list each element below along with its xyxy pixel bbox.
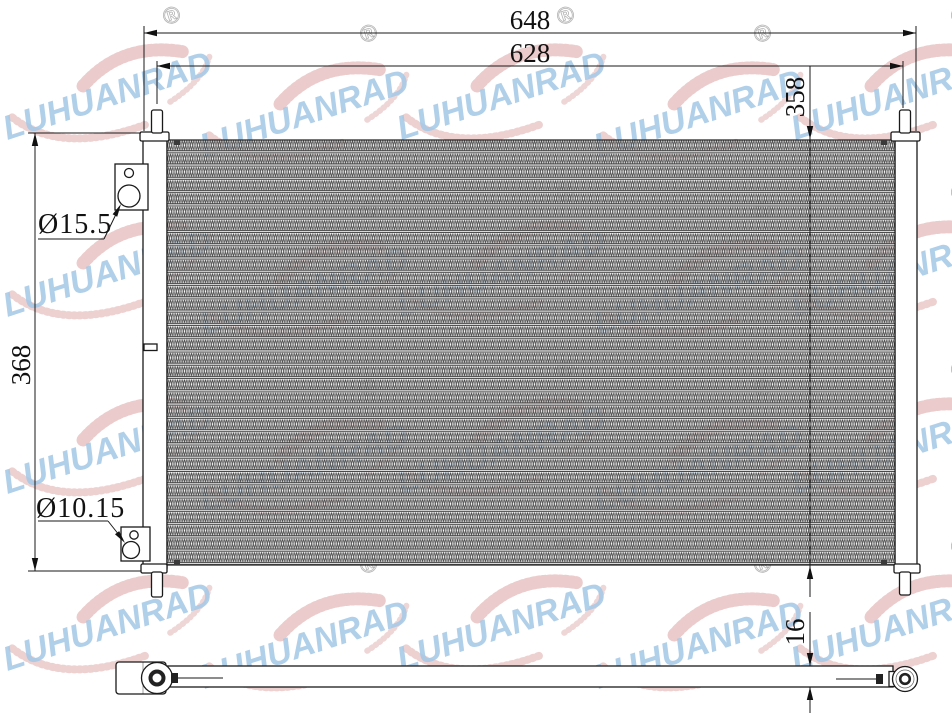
dim-label-mounting-pin-span: 628 — [510, 38, 551, 68]
front-view — [114, 109, 921, 598]
dim-core-depth: 16 — [780, 612, 814, 713]
lower-port-diameter-text: Ø10.15 — [36, 493, 125, 524]
mount-pin-top-right — [898, 109, 912, 134]
dim-mounting-pin-span: 628 — [156, 38, 904, 108]
mount-pin-bottom-left — [150, 571, 164, 598]
profile-right-fitting-ring — [898, 672, 912, 686]
lower-port-bracket — [120, 526, 151, 562]
core-clip-bottom-left — [174, 560, 180, 565]
mount-pin-bottom-right — [898, 571, 912, 596]
core-clip-bottom-right — [881, 560, 887, 565]
dim-overall-height: 368 — [6, 132, 141, 572]
profile-bar — [165, 665, 894, 688]
dim-label-core-height: 358 — [780, 77, 810, 118]
label-upper-port: Ø15.5 — [38, 204, 121, 240]
left-tank-tab — [143, 343, 158, 352]
lower-port-circle — [121, 540, 141, 560]
profile-left-pipe-end — [171, 673, 178, 683]
dim-label-core-depth: 16 — [780, 619, 810, 646]
upper-bracket-bolt-hole — [123, 167, 135, 179]
upper-port-bracket — [114, 163, 149, 211]
profile-right-pipe-end — [876, 674, 883, 684]
right-tank — [894, 137, 918, 569]
profile-left-fitting-ring — [148, 669, 166, 687]
condenser-core — [166, 139, 896, 566]
label-lower-port: Ø10.15 — [36, 493, 125, 543]
lower-bracket-bolt-hole — [129, 530, 139, 540]
core-clip-top-left — [174, 140, 180, 145]
mount-pin-top-left — [150, 109, 164, 134]
dim-core-height: 358 — [780, 66, 814, 597]
core-clip-top-right — [881, 140, 887, 145]
dim-label-overall-width: 648 — [510, 5, 551, 35]
upper-port-diameter-text: Ø15.5 — [38, 209, 112, 240]
dim-overall-width: 648 — [143, 5, 917, 131]
dim-label-overall-height: 368 — [6, 345, 36, 386]
bottom-profile-view — [115, 661, 919, 695]
upper-port-circle — [117, 184, 141, 208]
